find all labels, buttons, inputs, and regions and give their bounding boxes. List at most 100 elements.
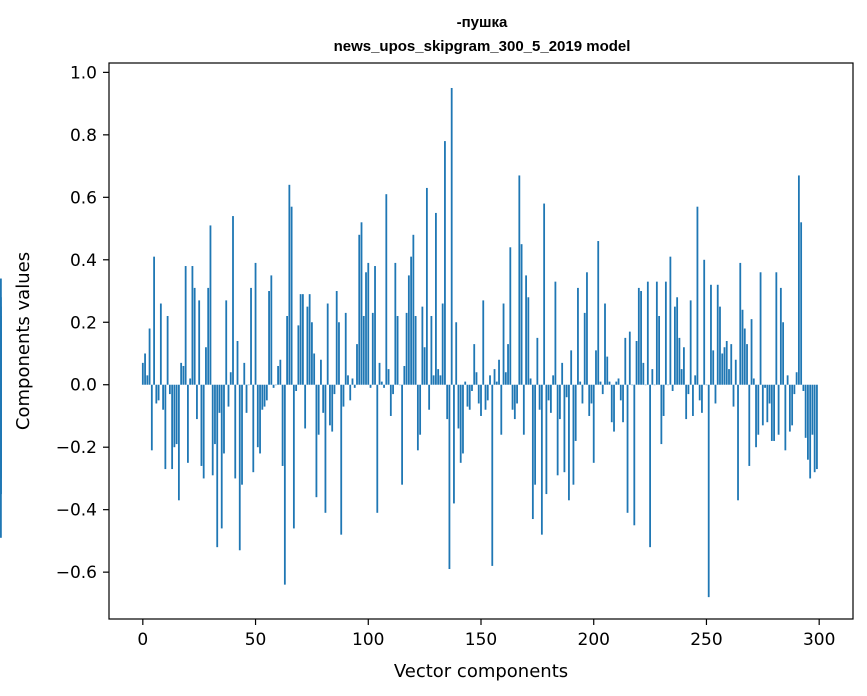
bar (369, 384, 372, 388)
bar (344, 312, 347, 385)
bar (324, 384, 327, 513)
bar (701, 384, 703, 413)
bar (180, 362, 183, 385)
bar (712, 350, 715, 385)
bar (782, 322, 785, 385)
bar (380, 381, 383, 385)
bar (779, 287, 782, 385)
bar (173, 384, 176, 448)
bar (365, 272, 367, 385)
bar (261, 384, 264, 410)
bar (464, 381, 467, 385)
bar (628, 331, 631, 385)
bar (716, 284, 719, 385)
bar (340, 384, 343, 535)
bar (234, 384, 237, 479)
bar (182, 365, 185, 385)
bar (597, 241, 600, 385)
y-tick-label: 0.4 (70, 251, 97, 271)
bar (723, 347, 726, 385)
bar (184, 266, 187, 385)
bar (687, 384, 690, 395)
bar (317, 384, 320, 435)
bar (703, 259, 706, 385)
x-tick-label: 300 (803, 630, 835, 650)
bar (477, 384, 480, 404)
bar (250, 287, 252, 385)
bar (218, 384, 221, 413)
bar (800, 222, 803, 385)
bar (265, 384, 268, 401)
bar (574, 384, 577, 441)
bar (311, 322, 313, 385)
bar (371, 312, 374, 385)
bar (191, 266, 194, 385)
bar (349, 384, 352, 401)
bar (563, 384, 566, 473)
bar (646, 281, 649, 385)
bar (493, 369, 496, 385)
bar (351, 378, 354, 385)
bar (570, 350, 573, 385)
bar (813, 384, 816, 473)
bar (207, 287, 210, 385)
bar (768, 384, 771, 404)
bar (766, 384, 769, 423)
bar (263, 384, 266, 407)
bar (788, 384, 791, 432)
bar (547, 384, 550, 401)
bar (385, 194, 388, 385)
bar (520, 244, 523, 385)
bar (624, 337, 627, 385)
bar (500, 384, 503, 435)
bar (513, 384, 516, 420)
bar (707, 384, 710, 598)
bar (730, 344, 733, 385)
bar (732, 384, 735, 407)
bar (676, 297, 679, 385)
bar (714, 384, 717, 404)
bar (606, 356, 609, 385)
bar (216, 384, 219, 548)
bar (209, 225, 212, 385)
bar (214, 384, 216, 445)
bar (187, 384, 189, 463)
bar (245, 384, 248, 413)
bar (241, 384, 243, 485)
bar (608, 381, 611, 385)
bar (678, 337, 681, 385)
bar (432, 375, 435, 385)
bar (721, 353, 724, 385)
bar (572, 384, 575, 485)
x-tick-label: 150 (465, 630, 497, 650)
bar (495, 381, 498, 385)
bar (660, 384, 663, 445)
bar (804, 384, 807, 438)
bar (272, 384, 275, 388)
bar (459, 384, 462, 463)
bar (175, 384, 178, 445)
bar (462, 384, 464, 454)
bar (507, 344, 509, 385)
bar (673, 306, 676, 385)
bar (157, 384, 160, 401)
bar (200, 384, 203, 466)
bar (277, 365, 279, 385)
bar (189, 378, 192, 385)
bar (466, 384, 469, 407)
bar (428, 384, 431, 410)
x-tick-label: 200 (578, 630, 610, 650)
bar (568, 384, 570, 501)
bar (613, 384, 615, 432)
bar (223, 384, 225, 454)
bar (816, 384, 818, 470)
bar (545, 384, 548, 495)
bar (268, 291, 270, 385)
bar (531, 384, 534, 520)
bar (775, 272, 778, 385)
bar (710, 284, 712, 385)
bar (685, 384, 688, 420)
bar (290, 206, 293, 385)
bar (439, 375, 442, 385)
bar (482, 300, 485, 385)
